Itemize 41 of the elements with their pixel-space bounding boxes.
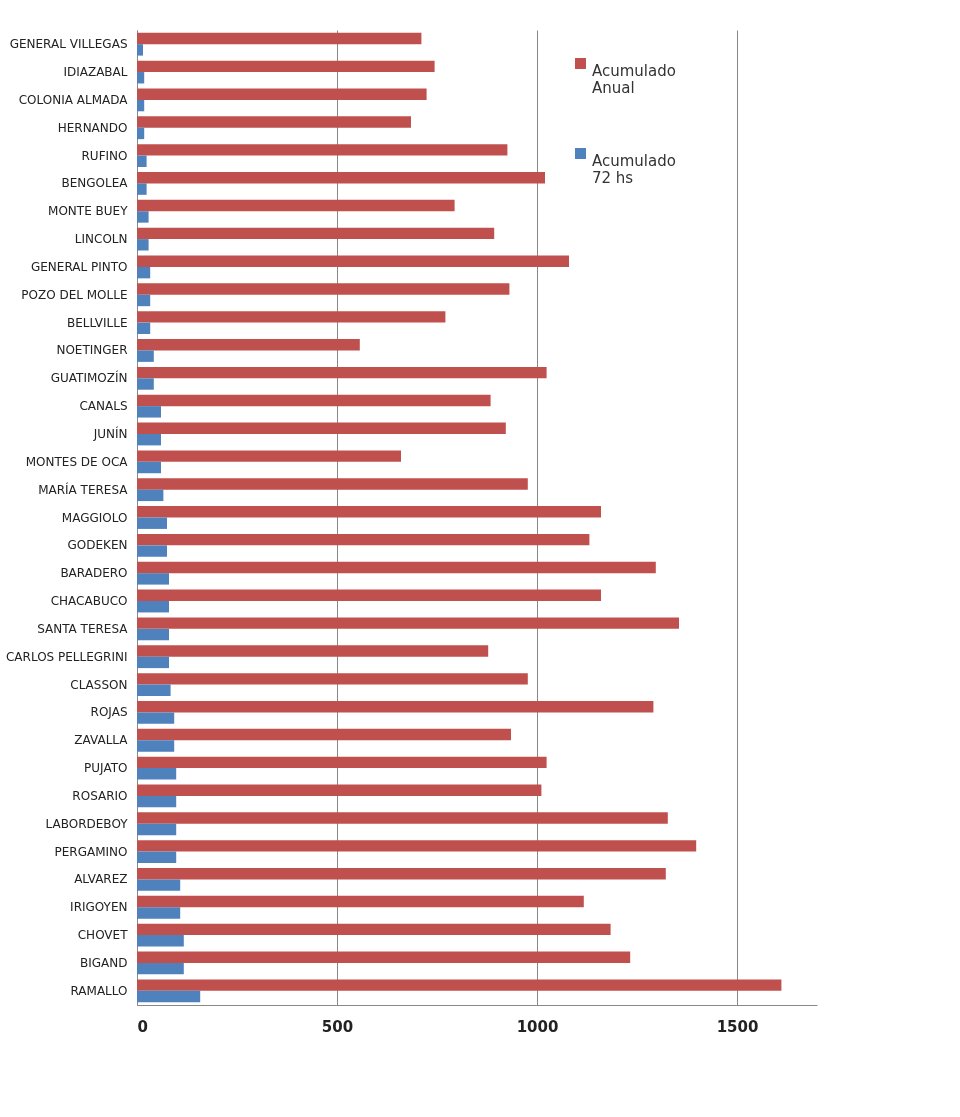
x-tick-label: 500 <box>321 1017 354 1036</box>
y-tick-label: BELLVILLE <box>66 315 128 330</box>
y-tick-label: MAGGIOLO <box>61 510 128 525</box>
y-tick-label: JUNÍN <box>92 425 128 441</box>
y-tick-label: PERGAMINO <box>54 844 128 859</box>
y-tick-label: SANTA TERESA <box>37 621 129 636</box>
y-tick-label: MONTES DE OCA <box>25 454 129 469</box>
y-tick-label: COLONIA ALMADA <box>18 92 129 107</box>
legend-label: Acumulado 72 hs <box>592 151 676 187</box>
y-tick-label: CLASSON <box>70 677 128 692</box>
y-tick-label: ZAVALLA <box>74 733 129 748</box>
y-tick-label: CHOVET <box>77 928 129 943</box>
y-tick-label: LABORDEBOY <box>45 816 129 831</box>
x-tick-label: 1000 <box>516 1017 559 1036</box>
y-tick-label: GUATIMOZÍN <box>50 370 128 386</box>
y-tick-label: LINCOLN <box>74 232 128 247</box>
y-tick-label: RUFINO <box>81 148 128 163</box>
y-tick-label: GENERAL PINTO <box>30 259 128 274</box>
y-tick-label: BENGOLEA <box>61 176 129 191</box>
y-tick-label: RAMALLO <box>70 983 128 998</box>
y-tick-label: CARLOS PELLEGRINI <box>5 649 128 664</box>
y-tick-label: ALVAREZ <box>74 872 128 887</box>
x-tick-label: 0 <box>137 1017 148 1036</box>
y-tick-label: MARÍA TERESA <box>38 481 129 497</box>
y-tick-label: ROJAS <box>90 705 128 720</box>
y-tick-label: GENERAL VILLEGAS <box>9 37 128 52</box>
y-tick-label: NOETINGER <box>56 343 128 358</box>
y-tick-label: GODEKEN <box>67 538 128 553</box>
y-tick-label: HERNANDO <box>57 120 128 135</box>
y-tick-label: CANALS <box>79 399 128 414</box>
y-tick-label: CHACABUCO <box>50 594 128 609</box>
legend-label: Acumulado Anual <box>592 61 676 97</box>
y-tick-label: IDIAZABAL <box>63 65 128 80</box>
y-tick-label: MONTE BUEY <box>48 204 129 219</box>
y-tick-label: PUJATO <box>84 761 128 776</box>
y-tick-label: ROSARIO <box>72 788 128 803</box>
y-tick-label: BIGAND <box>80 955 128 970</box>
y-tick-label: BARADERO <box>60 566 128 581</box>
y-tick-label: IRIGOYEN <box>70 900 128 915</box>
x-tick-label: 1500 <box>716 1017 759 1036</box>
y-tick-label: POZO DEL MOLLE <box>21 287 128 302</box>
